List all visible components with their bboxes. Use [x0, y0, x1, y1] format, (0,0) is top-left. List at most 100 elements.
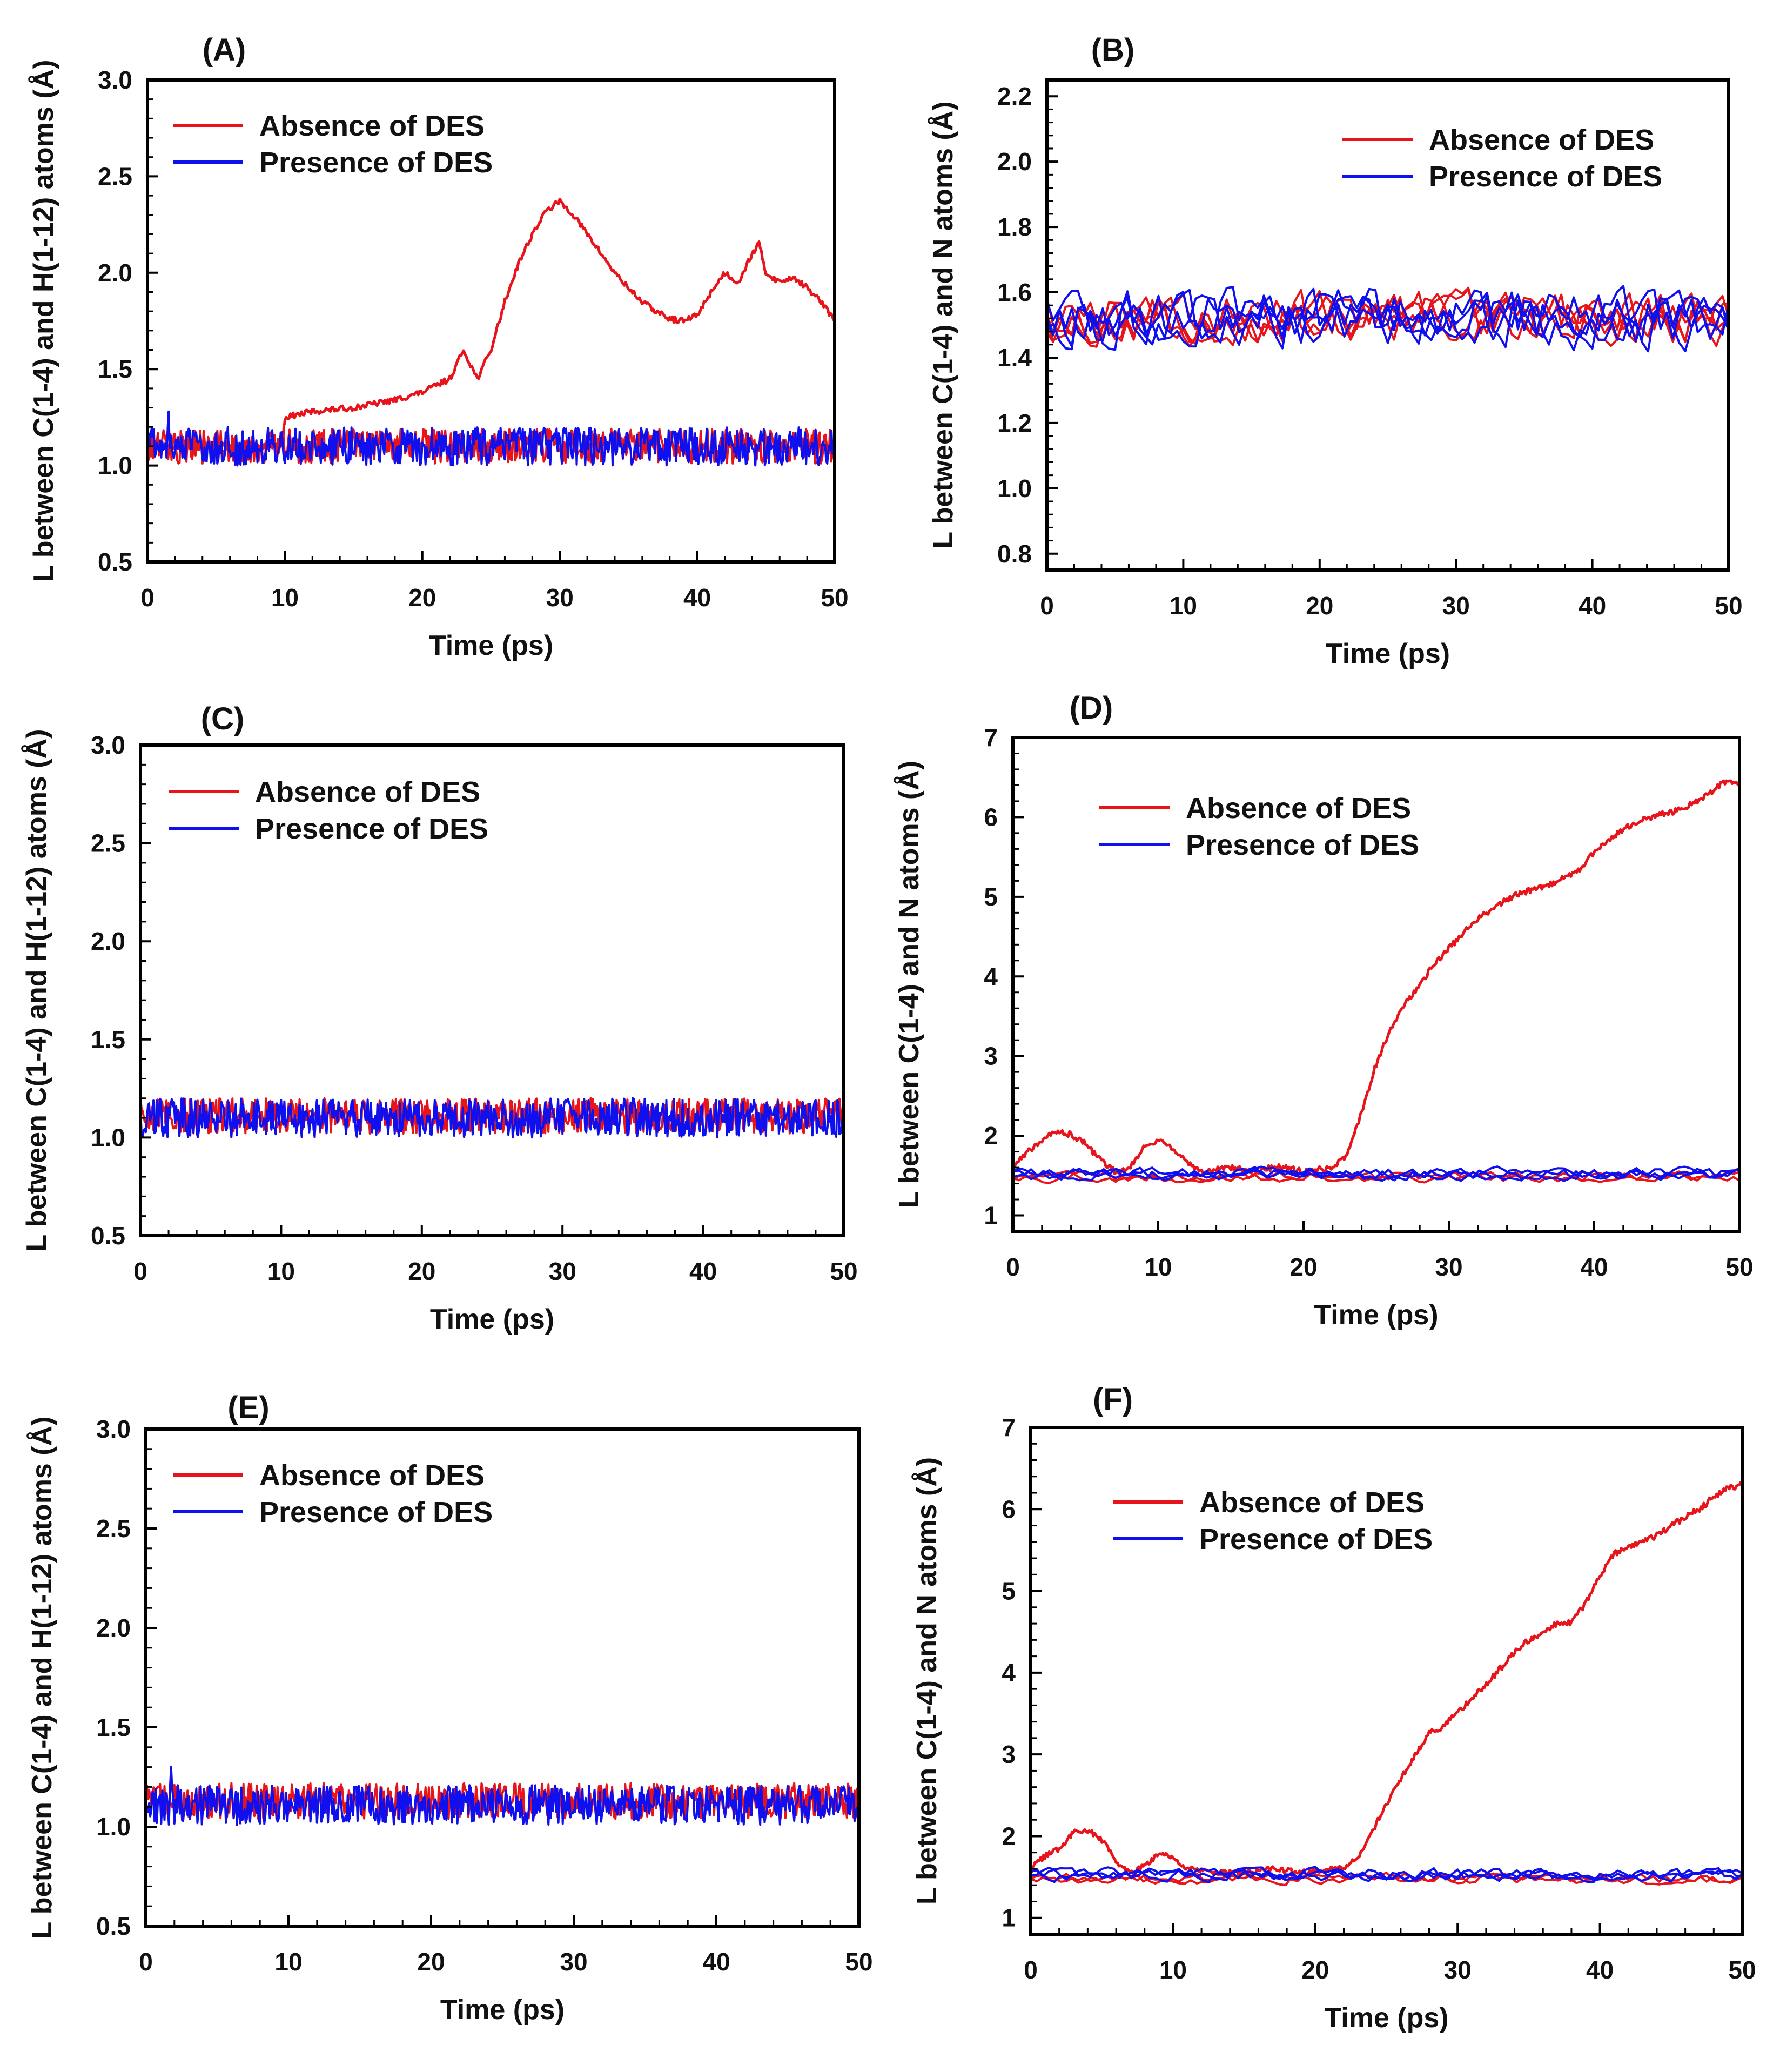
y-tick-label: 3.0: [91, 731, 125, 759]
x-tick-label: 50: [1725, 1253, 1753, 1281]
chart-title: (D): [1070, 690, 1113, 726]
y-tick-label: 0.5: [91, 1222, 125, 1250]
plot-area: [147, 197, 835, 467]
y-tick-label: 1: [984, 1202, 998, 1230]
y-tick-label: 1.0: [91, 1123, 125, 1151]
y-tick-label: 7: [984, 723, 998, 752]
x-tick-label: 40: [1579, 592, 1606, 620]
legend-label: Presence of DES: [1429, 160, 1662, 193]
x-tick-label: 20: [408, 1257, 435, 1285]
series-line-presence-1: [1013, 1165, 1739, 1182]
x-tick-label: 20: [417, 1948, 445, 1976]
y-tick-label: 4: [1002, 1659, 1016, 1687]
plot-frame: [139, 743, 845, 1237]
plot-frame: [144, 1427, 861, 1928]
series-line-presence-2: [1047, 285, 1729, 347]
plot-frame: [146, 78, 836, 564]
series-line-presence: [147, 410, 835, 467]
y-tick-label: 2: [1002, 1822, 1016, 1850]
chart-svg-a: 0 10 20 30 40 50 0.5 1.0 1.5 2.0 2.5 3.0 Time (ps) L …: [28, 32, 849, 661]
legend: Absence of DES Presence of DES: [1113, 1486, 1433, 1555]
legend: Absence of DES Presence of DES: [173, 1459, 493, 1528]
legend-label: Presence of DES: [259, 146, 493, 179]
plot-frame: [1045, 78, 1730, 572]
x-axis-label: Time (ps): [429, 630, 553, 661]
x-tick-label: 40: [1580, 1253, 1608, 1281]
y-axis-label: L between C(1-4) and N atoms (Å): [894, 761, 925, 1208]
y-tick-label: 1.0: [997, 474, 1032, 502]
x-tick-label: 50: [821, 584, 848, 612]
x-axis-label: Time (ps): [1326, 638, 1450, 669]
y-axis-label: L between C(1-4) and H(1-12) atoms (Å): [28, 60, 59, 582]
series-line-presence-3: [1047, 289, 1729, 352]
plot-area: [1047, 285, 1729, 353]
x-tick-label: 40: [702, 1948, 730, 1976]
x-tick-label: 30: [1435, 1253, 1462, 1281]
y-tick-label: 1: [1002, 1904, 1016, 1932]
y-tick-label: 2.5: [98, 162, 132, 190]
legend-label: Absence of DES: [255, 776, 480, 808]
y-tick-label: 2.0: [91, 927, 125, 955]
x-tick-label: 0: [1040, 592, 1054, 620]
x-tick-label: 10: [267, 1257, 295, 1285]
y-tick-label: 2: [984, 1122, 998, 1150]
x-tick-label: 30: [560, 1948, 587, 1976]
chart-title: (E): [227, 1390, 269, 1425]
y-tick-label: 3: [984, 1042, 998, 1070]
x-tick-label: 40: [1586, 1956, 1614, 1984]
chart-title: (A): [203, 32, 246, 68]
x-tick-label: 40: [689, 1257, 717, 1285]
legend-label: Absence of DES: [1199, 1486, 1425, 1519]
x-tick-label: 20: [1306, 592, 1333, 620]
y-tick-label: 2.5: [96, 1514, 131, 1543]
series-line-presence-2: [1031, 1866, 1742, 1883]
y-tick-label: 0.8: [997, 540, 1032, 568]
series-line-absence: [1031, 1481, 1742, 1877]
x-tick-label: 30: [1444, 1956, 1472, 1984]
plot-area: [146, 1766, 859, 1826]
y-tick-label: 2.5: [91, 829, 125, 857]
chart-panel-c: 0 10 20 30 40 50 0.5 1.0 1.5 2.0 2.5 3.0 Time (ps) L …: [0, 678, 881, 1362]
y-tick-label: 3.0: [98, 66, 132, 94]
plot-area: [1031, 1481, 1742, 1886]
x-tick-label: 0: [139, 1948, 153, 1976]
y-tick-label: 1.5: [98, 355, 132, 383]
x-tick-label: 10: [1159, 1956, 1187, 1984]
y-tick-label: 1.6: [997, 278, 1032, 306]
chart-panel-a: 0 10 20 30 40 50 0.5 1.0 1.5 2.0 2.5 3.0 Time (ps) L …: [0, 0, 881, 681]
legend: Absence of DES Presence of DES: [1099, 792, 1419, 861]
y-axis-label: L between C(1-4) and H(1-12) atoms (Å): [26, 1417, 58, 1939]
y-tick-label: 2.0: [997, 147, 1032, 176]
y-tick-label: 1.8: [997, 213, 1032, 241]
chart-svg-b: 0 10 20 30 40 50 0.8 1.0 1.2 1.4 1.6 1.8 2.0 2.2 Time …: [928, 32, 1743, 669]
y-axis-label: L between C(1-4) and H(1-12) atoms (Å): [21, 729, 52, 1252]
y-tick-label: 3.0: [96, 1415, 131, 1443]
x-tick-label: 50: [1728, 1956, 1756, 1984]
y-tick-label: 1.0: [98, 452, 132, 480]
chart-title: (F): [1093, 1382, 1133, 1417]
chart-svg-f: 0 10 20 30 40 50 1 2 3 4 5 6 7 Time (ps) L between C(1…: [911, 1382, 1756, 2034]
x-tick-label: 0: [1024, 1956, 1038, 1984]
y-tick-label: 2.2: [997, 82, 1032, 110]
y-tick-label: 1.4: [997, 344, 1032, 372]
chart-panel-b: 0 10 20 30 40 50 0.8 1.0 1.2 1.4 1.6 1.8 2.0 2.2 Time …: [886, 0, 1780, 681]
x-tick-label: 20: [1301, 1956, 1329, 1984]
y-tick-label: 2.0: [98, 259, 132, 287]
chart-svg-c: 0 10 20 30 40 50 0.5 1.0 1.5 2.0 2.5 3.0 Time (ps) L …: [21, 701, 858, 1335]
x-tick-label: 10: [1144, 1253, 1172, 1281]
series-line-presence: [140, 1097, 844, 1139]
legend-label: Presence of DES: [255, 813, 488, 845]
chart-svg-d: 0 10 20 30 40 50 1 2 3 4 5 6 7 Time (ps) L between C(1…: [894, 690, 1754, 1331]
series-line-presence-0: [1013, 1165, 1739, 1182]
y-axis-label: L between C(1-4) and N atoms (Å): [911, 1457, 943, 1905]
series-line-absence: [147, 197, 835, 451]
y-tick-label: 1.5: [91, 1025, 125, 1054]
series-line-presence: [146, 1766, 859, 1826]
x-tick-label: 20: [408, 584, 436, 612]
y-axis-label: L between C(1-4) and N atoms (Å): [928, 101, 959, 548]
series-line-presence-2: [1013, 1167, 1739, 1182]
x-axis-label: Time (ps): [1324, 2002, 1448, 2034]
plot-area: [140, 1097, 844, 1139]
legend-label: Presence of DES: [1199, 1523, 1433, 1555]
chart-title: (C): [201, 701, 245, 736]
